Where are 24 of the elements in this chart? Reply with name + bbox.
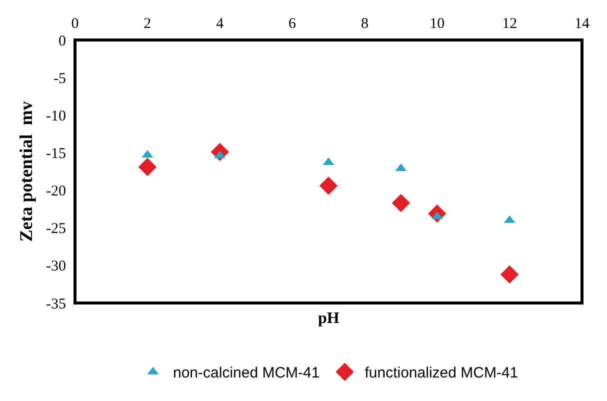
x-tick-label: 8	[360, 16, 368, 32]
x-tick-label: 0	[71, 16, 79, 32]
x-tick-label: 2	[144, 16, 152, 32]
y-tick-label: -15	[46, 146, 66, 162]
x-axis-title: pH	[318, 310, 340, 327]
y-tick-label: -10	[46, 108, 66, 124]
y-tick-label: -5	[54, 70, 66, 87]
point	[500, 265, 519, 284]
x-tick-label: 4	[216, 16, 224, 32]
point	[319, 176, 338, 195]
x-tick-label: 6	[288, 16, 297, 32]
point	[138, 158, 157, 176]
legend-label: functionalized MCM-41	[364, 364, 518, 382]
y-tick-label: -30	[46, 258, 66, 275]
point	[392, 194, 410, 212]
x-tick-label: 14	[574, 16, 590, 32]
legend-label: non-calcined MCM-41	[173, 364, 320, 382]
y-tick-label: -35	[46, 296, 66, 312]
x-tick-label: 10	[430, 16, 445, 32]
y-tick-label: 0	[58, 33, 66, 50]
y-axis-title: Zeta potential mv	[16, 101, 36, 242]
y-tick-label: -20	[46, 184, 66, 200]
x-tick-label: 12	[502, 16, 518, 32]
y-tick-label: -25	[46, 221, 66, 238]
